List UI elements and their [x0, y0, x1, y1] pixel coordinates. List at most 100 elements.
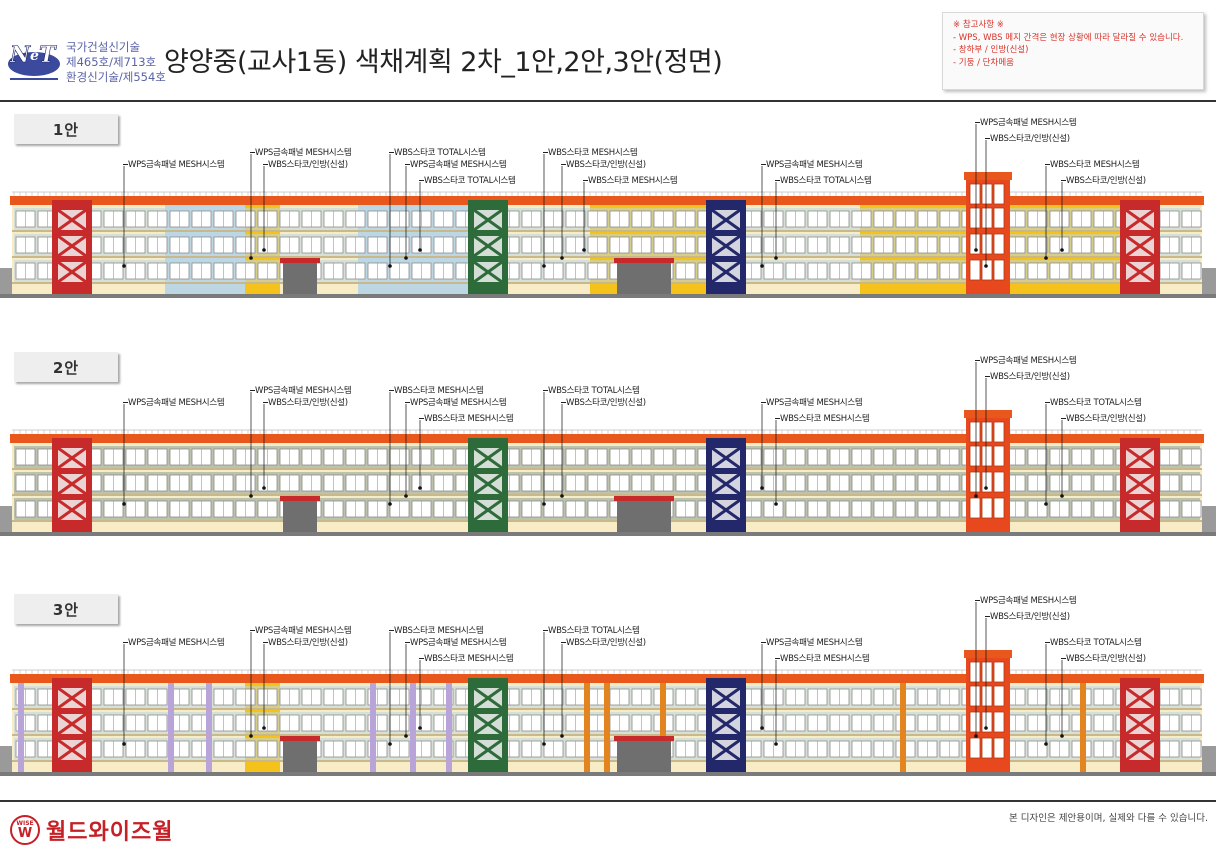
callout-label: WBS스타코 MESH시스템 — [1044, 160, 1140, 170]
callout-label: WBS스타코 TOTAL시스템 — [543, 626, 640, 636]
building-elevation — [0, 602, 1216, 776]
callout-label: WBS스타코/인방(신설) — [1061, 176, 1146, 186]
side-annex — [1200, 268, 1216, 294]
callout-dot — [122, 264, 126, 268]
callout-label: WPS금속패널 MESH시스템 — [760, 398, 863, 408]
entrance-canopy — [280, 496, 320, 532]
cert-line: 국가건설신기술 — [66, 40, 141, 54]
stair-tower — [52, 438, 92, 532]
floor-line — [12, 230, 1202, 232]
callout-label: WPS금속패널 MESH시스템 — [249, 148, 352, 158]
side-annex — [1200, 506, 1216, 532]
callout-dot — [404, 734, 408, 738]
certification-info: 국가건설신기술 제465호/제713호 환경신기술/제554호 — [66, 40, 166, 85]
callout-label: WBS스타코 MESH시스템 — [418, 654, 514, 664]
stair-tower — [468, 200, 508, 294]
stair-tower — [1120, 200, 1160, 294]
accent-strip — [900, 682, 906, 772]
callout-dot — [582, 248, 586, 252]
callout-dot — [542, 502, 546, 506]
callout-label: WPS금속패널 MESH시스템 — [760, 160, 863, 170]
callout-label: WBS스타코 TOTAL시스템 — [389, 148, 486, 158]
callout-dot — [760, 486, 764, 490]
stair-tower — [468, 438, 508, 532]
stair-tower — [706, 438, 746, 532]
callout-label: WBS스타코 MESH시스템 — [388, 626, 484, 636]
callout-label: WBS스타코/인방(신설) — [561, 160, 646, 170]
entrance-canopy — [280, 736, 320, 772]
elevation-plan-3: WPS금속패널 MESH시스템 WPS금속패널 MESH시스템 WBS스타코/인방(… — [0, 578, 1216, 778]
central-tower — [964, 172, 1012, 294]
callout-dot — [122, 502, 126, 506]
callout-dot — [122, 742, 126, 746]
plan-label-1: 1안 — [14, 114, 118, 144]
callout-dot — [1044, 256, 1048, 260]
ground-line — [0, 772, 1216, 776]
stair-tower — [468, 678, 508, 772]
callout-dot — [774, 742, 778, 746]
callout-dot — [560, 256, 564, 260]
callout-dot — [249, 734, 253, 738]
plan-label-2: 2안 — [14, 352, 118, 382]
callout-dot — [388, 742, 392, 746]
callout-dot — [542, 264, 546, 268]
callout-dot — [1044, 742, 1048, 746]
callout-label: WPS금속패널 MESH시스템 — [404, 638, 507, 648]
callout-label: WBS스타코 TOTAL시스템 — [543, 386, 640, 396]
entrance-canopy — [614, 258, 674, 294]
callout-dot — [774, 256, 778, 260]
stair-tower — [1120, 678, 1160, 772]
callout-label: WBS스타코 MESH시스템 — [774, 414, 870, 424]
notes-line: - 창하부 / 인방(신설) — [953, 45, 1029, 55]
callout-dot — [560, 494, 564, 498]
wise-logo-icon: WISE W — [10, 815, 40, 845]
callout-dot — [984, 726, 988, 730]
callout-dot — [974, 734, 978, 738]
callout-label: WBS스타코 MESH시스템 — [418, 414, 514, 424]
elevation-plan-2: WPS금속패널 MESH시스템 WPS금속패널 MESH시스템 WBS스타코/인방(… — [0, 338, 1216, 538]
callout-label: WBS스타코/인방(신설) — [263, 160, 348, 170]
callout-label: WPS금속패널 MESH시스템 — [122, 398, 225, 408]
callout-dot — [974, 494, 978, 498]
callout-dot — [262, 726, 266, 730]
callout-label: WBS스타코 TOTAL시스템 — [775, 176, 872, 186]
callout-label: WBS스타코/인방(신설) — [1061, 414, 1146, 424]
elevation-plan-1: WPS금속패널 MESH시스템 WPS금속패널 MESH시스템 WBS스타코/인방(… — [0, 100, 1216, 300]
page-title: 양양중(교사1동) 색채계획 2차_1안,2안,3안(정면) — [164, 47, 723, 78]
callout-dot — [1060, 734, 1064, 738]
callout-label: WBS스타코 MESH시스템 — [774, 654, 870, 664]
callout-dot — [249, 256, 253, 260]
callout-label: WBS스타코 MESH시스템 — [388, 386, 484, 396]
callout-label: WPS금속패널 MESH시스템 — [974, 118, 1077, 128]
notes-heading: ※ 참고사항 ※ — [953, 20, 1004, 30]
callout-label: WBS스타코/인방(신설) — [985, 372, 1070, 382]
accent-strip — [584, 682, 590, 772]
floor-line — [12, 494, 1202, 496]
callout-dot — [1044, 502, 1048, 506]
callout-dot — [984, 486, 988, 490]
logo-letter: W — [17, 826, 33, 841]
entrance-canopy — [614, 496, 674, 532]
callout-label: WBS스타코/인방(신설) — [985, 612, 1070, 622]
callout-label: WPS금속패널 MESH시스템 — [122, 638, 225, 648]
callout-label: WBS스타코 TOTAL시스템 — [1045, 638, 1142, 648]
callout-dot — [388, 264, 392, 268]
notes-line: - WPS, WBS 메지 간격은 현장 상황에 따라 달라질 수 있습니다. — [953, 32, 1184, 43]
callout-dot — [760, 264, 764, 268]
floor-line — [12, 256, 1202, 258]
callout-dot — [418, 726, 422, 730]
accent-strip — [18, 682, 24, 772]
stair-tower — [706, 678, 746, 772]
callout-dot — [760, 726, 764, 730]
callout-label: WPS금속패널 MESH시스템 — [974, 596, 1077, 606]
callout-dot — [984, 264, 988, 268]
floor-line — [12, 520, 1202, 522]
notes-line: - 기둥 / 단차메움 — [953, 57, 1014, 68]
callout-label: WPS금속패널 MESH시스템 — [249, 386, 352, 396]
side-annex — [0, 506, 14, 532]
callout-label: WPS금속패널 MESH시스템 — [404, 160, 507, 170]
callout-dot — [418, 486, 422, 490]
callout-label: WBS스타코 TOTAL시스템 — [419, 176, 516, 186]
central-tower — [964, 650, 1012, 772]
accent-strip — [1080, 682, 1086, 772]
